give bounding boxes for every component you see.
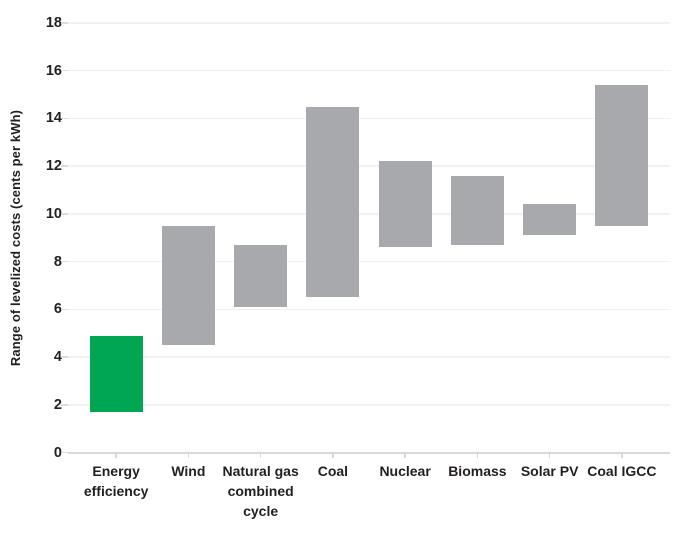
x-category-label: Coal IGCC <box>557 461 687 481</box>
y-tick-mark <box>61 117 68 120</box>
y-tick-mark <box>61 165 68 167</box>
y-tick-label: 8 <box>53 253 62 270</box>
y-tick-mark <box>61 213 68 215</box>
gridline <box>68 213 670 215</box>
y-tick-label: 10 <box>45 205 62 222</box>
y-tick-label: 0 <box>53 444 62 461</box>
x-tick-mark <box>115 453 117 458</box>
y-tick-mark <box>61 260 68 263</box>
x-tick-mark <box>259 453 262 458</box>
x-category-label-line: Wind <box>171 463 206 479</box>
y-tick-label: 18 <box>45 15 62 31</box>
x-category-label-line: Energy <box>92 463 140 479</box>
x-category-label: Biomass <box>412 461 542 481</box>
range-bar-wind <box>161 225 215 346</box>
x-axis-line <box>68 451 670 454</box>
x-category-label: Coal <box>268 461 398 481</box>
y-tick-mark <box>61 356 68 358</box>
range-bar-natural-gas-combined-cycle <box>234 244 288 307</box>
gridline <box>68 69 670 72</box>
y-tick-label: 14 <box>45 110 62 127</box>
gridline <box>68 308 670 311</box>
x-tick-mark <box>548 453 551 458</box>
y-tick-mark <box>61 69 68 72</box>
y-tick-mark <box>61 308 68 311</box>
range-bar-coal <box>306 106 360 298</box>
x-category-label: Wind <box>123 461 253 481</box>
x-category-label-line: combined <box>227 483 294 499</box>
gridline <box>68 22 670 24</box>
x-tick-mark <box>621 453 623 458</box>
range-bar-coal-igcc <box>595 85 649 226</box>
range-bar-biomass <box>450 175 504 245</box>
gridline <box>68 404 670 406</box>
y-tick-mark <box>61 22 68 24</box>
x-tick-mark <box>404 453 406 458</box>
gridline <box>68 165 670 167</box>
x-category-label-line: Solar PV <box>520 463 579 479</box>
x-tick-mark <box>332 453 334 458</box>
y-tick-label: 12 <box>45 158 62 175</box>
y-tick-label: 16 <box>45 62 62 79</box>
x-category-label-line: Coal <box>317 463 349 479</box>
range-bar-solar-pv <box>523 204 577 236</box>
y-tick-mark <box>61 404 68 406</box>
range-bar-energy-efficiency <box>89 335 143 412</box>
x-category-label: Energy efficiency <box>51 461 181 501</box>
y-tick-mark <box>61 451 68 454</box>
gridline <box>68 356 670 358</box>
x-category-label: Natural gas combined cycle <box>196 461 326 521</box>
y-tick-label: 6 <box>53 301 62 318</box>
y-tick-label: 4 <box>53 349 62 366</box>
x-category-label-line: Nuclear <box>379 463 431 479</box>
gridline <box>68 117 670 120</box>
x-category-label-line: Biomass <box>448 463 507 479</box>
x-category-label-line: efficiency <box>83 483 149 499</box>
x-category-label: Solar PV <box>485 461 615 481</box>
x-category-label-line: cycle <box>243 503 279 519</box>
y-tick-label: 2 <box>53 396 62 413</box>
x-category-label: Nuclear <box>340 461 470 481</box>
x-tick-mark <box>187 453 190 458</box>
x-category-label-line: Coal IGCC <box>587 463 657 479</box>
gridline <box>68 260 670 263</box>
range-bar-nuclear <box>378 161 432 248</box>
x-tick-mark <box>476 453 479 458</box>
x-category-label-line: Natural gas <box>222 463 299 479</box>
